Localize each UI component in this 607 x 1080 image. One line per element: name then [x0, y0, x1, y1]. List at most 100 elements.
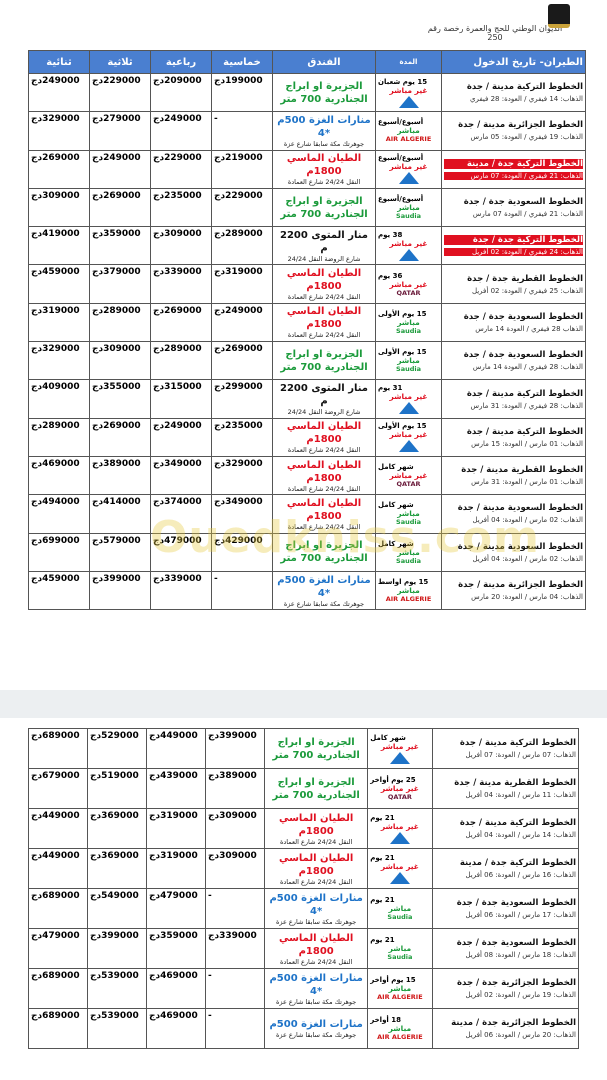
- duration: شهر كامل: [370, 733, 406, 742]
- hotel-note: النقل 24/24 شارع العمادة: [287, 522, 361, 531]
- hotel-cell: الطيان الماسي 1800م النقل 24/24 شارع العم…: [272, 149, 376, 189]
- hotel-cell: الطيان الماسي 1800م النقل 24/24 شارع العم…: [272, 302, 376, 343]
- dates: الذهاب: 02 مارس / العودة: 04 أفريل: [472, 516, 583, 525]
- price: 329000دج: [28, 341, 90, 381]
- hotel-cell: الجزيرة او ابراج الجنادرية 700 متر: [272, 532, 376, 572]
- hotel: الطيان الماسي 1800م: [278, 812, 354, 837]
- price: 299000دج: [211, 379, 273, 419]
- hotel-note: النقل 24/24 شارع العمادة: [280, 957, 353, 966]
- hotel-cell: الطيان الماسي 1800م النقل 24/24 شارع العم…: [272, 455, 376, 496]
- airline-logo: AIR ALGERIE: [385, 595, 432, 603]
- airline-cell: الخطوط التركية مدينة / جدة الذهاب: 01 مار…: [441, 417, 586, 457]
- row: الخطوط القطرية جدة / جدة الذهاب: 25 فيفري…: [28, 264, 586, 304]
- airline: الخطوط السعودية مدينة / جدة: [457, 541, 583, 552]
- row: الخطوط الجزائرية جدة / جدة الذهاب: 19 مار…: [27, 968, 580, 1009]
- dates: الذهاب: 02 مارس / العودة: 04 أفريل: [472, 554, 583, 563]
- dates: الذهاب: 25 فيفري / العودة: 02 أفريل: [471, 286, 583, 295]
- price: -: [211, 111, 273, 151]
- flight: مباشر: [397, 203, 420, 213]
- hotel: الطيان الماسي 1800م: [286, 153, 362, 178]
- row: الخطوط التركية مدينة / جدة الذهاب: 28 فيف…: [28, 379, 586, 419]
- hotel-cell: الجزيرة او ابراج الجنادرية 700 متر: [264, 768, 369, 809]
- airline-logo: AIR ALGERIE: [377, 993, 423, 1001]
- dates: الذهاب: 28 فيفري / العودة 14 مارس: [472, 363, 583, 372]
- airline: الخطوط التركية مدينة / جدة: [466, 82, 583, 93]
- airline-cell: الخطوط السعودية جدة / جدة الذهاب 28 فيفري…: [441, 302, 586, 343]
- hotel: منارات الغزة 500م: [269, 1019, 363, 1030]
- column-header: الطيران- تاريخ الدخول: [441, 50, 586, 74]
- airline-cell: الخطوط التركية جدة / مدينة الذهاب: 21 فيف…: [441, 149, 586, 189]
- price: 309000دج: [205, 808, 266, 849]
- dates: الذهاب 28 فيفري / العودة 14 مارس: [475, 324, 583, 333]
- price: 469000دج: [28, 455, 90, 496]
- hotel: الطيان الماسي 1800م: [286, 421, 362, 446]
- row: الخطوط السعودية جدة / جدة الذهاب 28 فيفري…: [28, 302, 586, 343]
- dates: الذهاب: 21 فيفري / العودة: 07 مارس: [444, 171, 583, 180]
- hotel-cell: الطيان الماسي 1800م النقل 24/24 شارع العم…: [264, 928, 369, 969]
- price: 269000دج: [89, 187, 151, 228]
- row: الخطوط التركية مدينة / جدة الذهاب: 14 فيف…: [28, 72, 586, 113]
- column-header: ثنائية: [28, 50, 90, 74]
- hotel: منار المتوى 2200 م: [280, 383, 368, 408]
- dates: الذهاب: 19 مارس / العودة: 02 أفريل: [465, 991, 576, 999]
- dates: الذهاب: 07 مارس / العودة: 07 أفريل: [465, 751, 576, 759]
- price: 289000دج: [28, 417, 90, 457]
- duration: 31 يوم: [378, 384, 403, 393]
- flight: مباشر: [397, 317, 420, 327]
- price: 289000دج: [89, 302, 151, 343]
- airline-cell: الخطوط السعودية جدة / جدة الذهاب: 17 مارس…: [431, 888, 580, 929]
- duration-cell: 18 أواخر مباشر AIR ALGERIE: [367, 1008, 433, 1049]
- airline-cell: الخطوط السعودية مدينة / جدة الذهاب: 02 ما…: [441, 494, 586, 534]
- airline-logo: [398, 402, 419, 415]
- duration-cell: أسبوع/أسبوع مباشر Saudia: [375, 187, 442, 228]
- price: 329000دج: [211, 455, 273, 496]
- duration-cell: شهر كامل غير مباشر: [367, 728, 433, 769]
- duration-cell: 15 يوم الأولى مباشر Saudia: [375, 341, 442, 381]
- row: الخطوط التركية مدينة / جدة الذهاب: 14 مار…: [27, 808, 580, 849]
- price: 449000دج: [146, 728, 207, 769]
- hotel: منارات الغزة 500م *4: [269, 972, 363, 997]
- dates: الذهاب: 14 فيفري / العودة: 28 فيفري: [470, 95, 583, 104]
- price: 449000دج: [27, 808, 89, 849]
- duration: 21 يوم: [370, 853, 395, 862]
- column-header: المدة: [375, 50, 442, 74]
- dates: الذهاب: 11 مارس / العودة: 04 أفريل: [465, 791, 576, 799]
- flight: مباشر: [397, 586, 420, 595]
- price: 309000دج: [205, 848, 266, 889]
- price: 679000دج: [27, 768, 89, 809]
- airline-cell: الخطوط الجزائرية جدة / جدة الذهاب: 19 مار…: [431, 968, 580, 1009]
- price: -: [205, 888, 266, 929]
- airline-logo: QATAR: [396, 480, 421, 489]
- airline-cell: الخطوط القطرية مدينة / جدة الذهاب: 01 مار…: [441, 455, 586, 496]
- license: رخصة رقم 250: [427, 24, 503, 42]
- airline-cell: الخطوط التركية جدة / مدينة الذهاب: 16 مار…: [431, 848, 580, 889]
- hotel: منار المتوى 2200 م: [280, 229, 368, 254]
- airline-cell: الخطوط السعودية مدينة / جدة الذهاب: 02 ما…: [441, 532, 586, 572]
- hotel: منارات الغزة 500م *4: [277, 574, 371, 599]
- row: الخطوط السعودية جدة / جدة الذهاب: 21 فيفر…: [28, 187, 586, 228]
- hotel-cell: منارات الغزة 500م *4 جوهرتك مكة سابقا شار…: [264, 888, 369, 929]
- price: 219000دج: [211, 149, 273, 189]
- flight: غير مباشر: [389, 162, 428, 172]
- header-row: الطيران- تاريخ الدخول المدة الفندق خماسية رب…: [28, 50, 586, 74]
- airline-logo: [398, 172, 419, 185]
- flight: غير مباشر: [389, 392, 428, 402]
- duration: أسبوع/أسبوع: [378, 154, 424, 163]
- price: 249000دج: [28, 72, 90, 113]
- row: الخطوط التركية جدة / مدينة الذهاب: 21 فيف…: [28, 149, 586, 189]
- duration-cell: 31 يوم غير مباشر: [375, 379, 442, 419]
- dates: الذهاب: 16 مارس / العودة: 06 أفريل: [465, 871, 576, 879]
- price: 289000دج: [211, 226, 273, 266]
- hotel-note: النقل 24/24 شارع العمادة: [280, 837, 353, 846]
- price: 449000دج: [27, 848, 89, 889]
- airline-logo: Saudia: [387, 953, 413, 961]
- hotel-note: جوهرتك مكة سابقا شارع عزة: [283, 139, 365, 148]
- price: 519000دج: [87, 768, 148, 809]
- row: الخطوط السعودية مدينة / جدة الذهاب: 02 ما…: [28, 494, 586, 534]
- airline: الخطوط الجزائرية مدينة / جدة: [458, 120, 583, 131]
- row: الخطوط الجزائرية جدة / مدينة الذهاب: 20 م…: [27, 1008, 580, 1049]
- dates: الذهاب: 04 مارس / العودة: 20 مارس: [471, 593, 583, 601]
- duration: 18 أواخر: [370, 1016, 402, 1024]
- hotel-cell: منار المتوى 2200 م شارع الروضة النقل 24/2…: [272, 226, 376, 266]
- airline-logo: [389, 871, 410, 884]
